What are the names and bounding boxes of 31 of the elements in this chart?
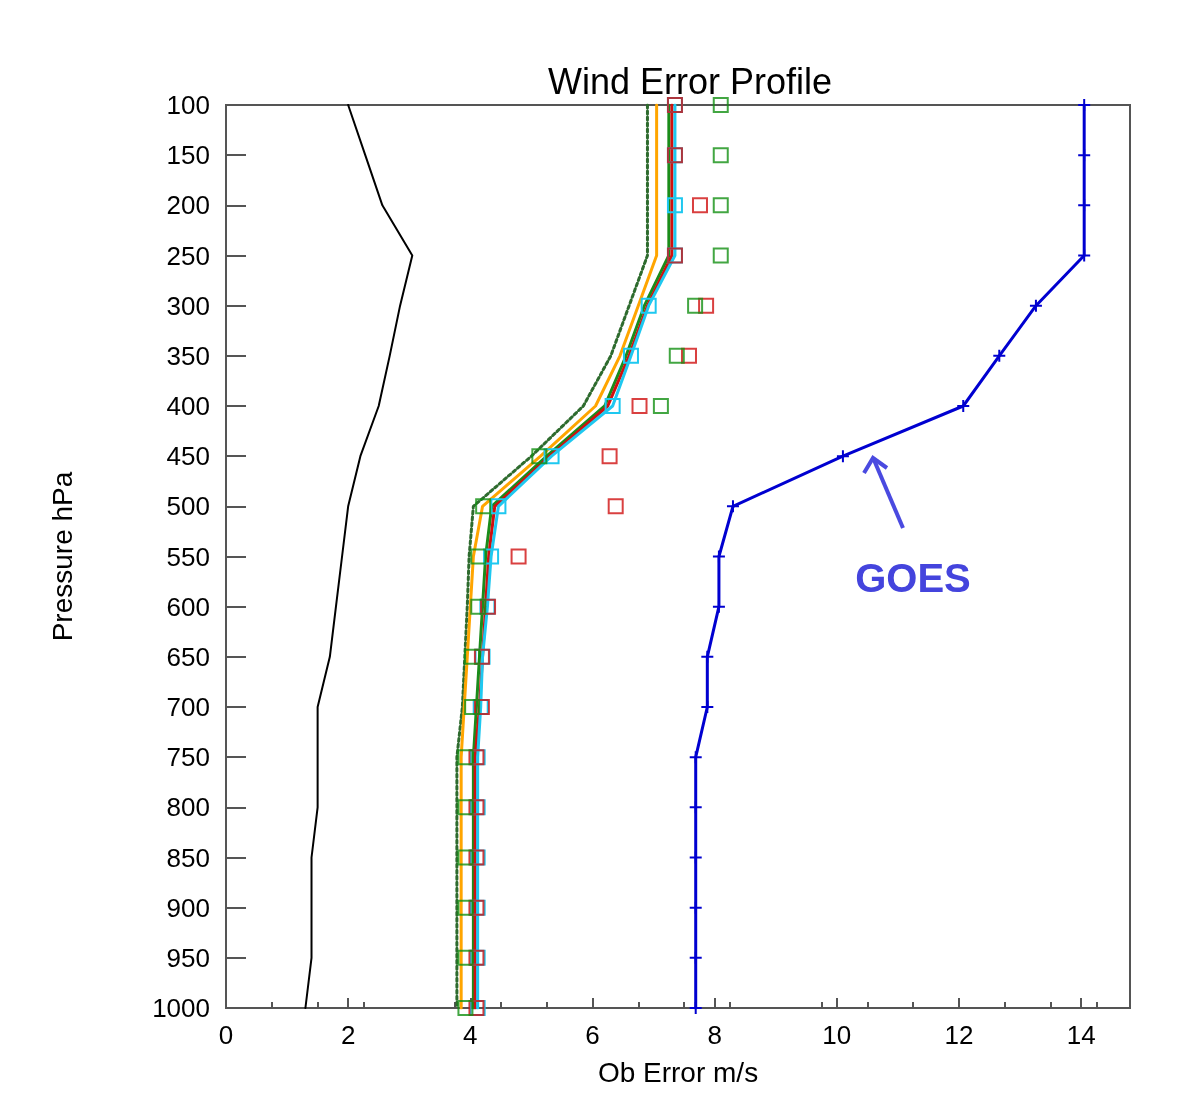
x-tick-label: 8 (707, 1020, 722, 1050)
chart-title: Wind Error Profile (547, 60, 833, 102)
y-tick-label: 900 (166, 892, 210, 923)
y-tick-label: 150 (166, 140, 210, 171)
x-tick-label: 10 (822, 1020, 852, 1050)
y-tick-label: 350 (166, 340, 210, 371)
y-tick-label: 650 (166, 641, 210, 672)
y-tick-label: 1000 (152, 993, 210, 1023)
annotation: GOES (855, 556, 971, 600)
y-tick-label: 450 (166, 441, 210, 472)
y-axis-title: Pressure hPa (46, 471, 78, 642)
x-tick-label: 12 (944, 1020, 974, 1050)
y-tick-label: 400 (166, 391, 210, 421)
x-tick-label: 0 (218, 1020, 234, 1050)
y-tick-label: 200 (166, 190, 210, 221)
y-tick-label: 850 (166, 842, 210, 873)
x-tick-label: 6 (585, 1020, 600, 1050)
y-tick-label: 250 (166, 240, 210, 271)
y-tick-label: 700 (166, 692, 210, 722)
x-tick-label: 14 (1066, 1020, 1096, 1050)
x-tick-label: 2 (340, 1020, 356, 1050)
y-tick-label: 600 (166, 591, 210, 622)
y-tick-label: 550 (166, 541, 210, 572)
x-axis-title: Ob Error m/s (597, 1056, 759, 1088)
y-tick-label: 950 (166, 942, 210, 973)
y-tick-label: 750 (166, 742, 210, 773)
y-tick-label: 800 (166, 792, 210, 823)
y-tick-label: 500 (166, 491, 210, 522)
x-tick-label: 4 (463, 1020, 478, 1050)
y-tick-label: 300 (166, 290, 210, 321)
y-tick-label: 100 (166, 90, 210, 120)
